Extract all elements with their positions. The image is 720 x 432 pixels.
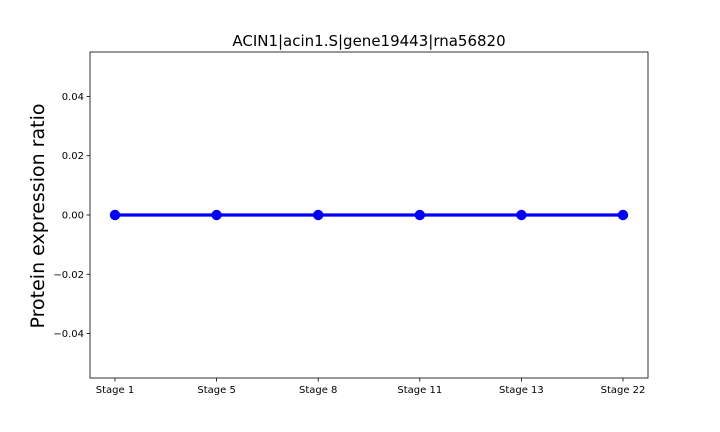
data-point (313, 209, 324, 221)
data-point (617, 209, 629, 221)
data-point (211, 209, 222, 221)
y-tick-label: 0.00 (62, 211, 84, 222)
y-tick-label: −0.04 (53, 329, 84, 340)
x-tick-label: Stage 11 (397, 385, 442, 396)
x-tick-label: Stage 22 (601, 385, 646, 396)
x-tick-label: Stage 1 (96, 385, 134, 396)
data-point (414, 209, 425, 221)
x-tick-label: Stage 13 (499, 385, 544, 396)
plot-area: −0.04 −0.02 0.00 0.02 0.04 Stage 1 Stage 5 Stag… (53, 51, 649, 396)
y-tick-label: 0.04 (62, 92, 84, 103)
chart-title: ACIN1|acin1.S|gene19443|rna56820 (232, 32, 505, 50)
y-axis-label: Protein expression ratio (27, 104, 49, 329)
y-tick-label: 0.02 (62, 151, 84, 162)
y-tick-label: −0.02 (53, 270, 84, 281)
data-point (516, 209, 527, 221)
data-point (109, 209, 121, 221)
x-tick-label: Stage 5 (197, 385, 235, 396)
x-tick-label: Stage 8 (299, 385, 337, 396)
